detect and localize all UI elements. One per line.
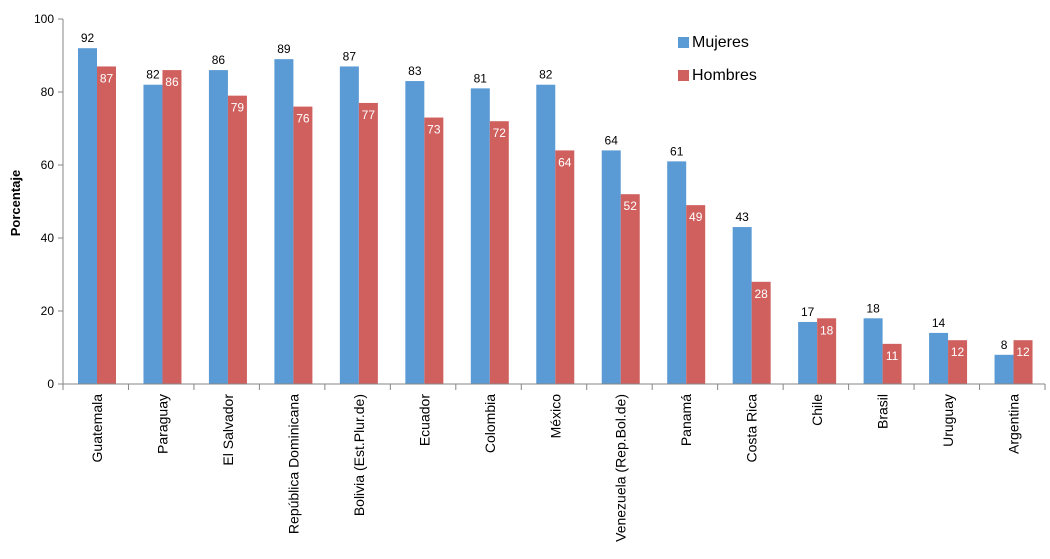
data-label-mujeres: 8 (1001, 338, 1008, 352)
data-label-mujeres: 92 (81, 31, 95, 45)
data-label-hombres: 52 (624, 199, 638, 213)
bar-mujeres (339, 66, 359, 384)
legend-label-mujeres: Mujeres (692, 34, 749, 51)
bar-mujeres (208, 70, 228, 384)
legend-label-hombres: Hombres (692, 67, 757, 84)
y-tick-label: 100 (34, 12, 54, 26)
x-tick-label: Argentina (1006, 394, 1022, 454)
bar-mujeres (929, 332, 949, 384)
data-label-mujeres: 61 (670, 144, 684, 158)
bar-hombres (424, 117, 444, 385)
bar-mujeres (863, 318, 883, 384)
x-tick-label: Costa Rica (744, 394, 760, 463)
data-label-hombres: 73 (427, 123, 441, 137)
x-tick-label: Venezuela (Rep.Bol.de) (613, 394, 629, 542)
bar-hombres (948, 340, 968, 384)
bar-hombres (358, 102, 378, 384)
data-label-hombres: 86 (165, 75, 179, 89)
bar-hombres (620, 194, 640, 384)
data-label-hombres: 18 (820, 323, 834, 337)
data-label-mujeres: 86 (212, 53, 226, 67)
y-axis-label: Porcentaje (8, 170, 23, 236)
x-tick-label: Brasil (875, 394, 891, 429)
x-tick-label: Uruguay (940, 394, 956, 447)
data-label-mujeres: 43 (735, 210, 749, 224)
y-tick-label: 20 (41, 304, 55, 318)
bar-hombres (817, 318, 837, 384)
x-tick-label: México (547, 394, 563, 439)
bar-hombres (882, 343, 902, 384)
bar-hombres (1013, 340, 1033, 384)
bar-mujeres (994, 354, 1014, 384)
y-tick-label: 60 (41, 158, 55, 172)
bar-mujeres (732, 227, 752, 384)
data-label-hombres: 76 (296, 112, 310, 126)
legend-swatch-mujeres (678, 37, 689, 48)
x-tick-label: Ecuador (416, 394, 432, 446)
bar-mujeres (601, 150, 621, 384)
data-label-hombres: 28 (754, 287, 768, 301)
y-tick-label: 40 (41, 231, 55, 245)
bar-hombres (555, 150, 575, 384)
bar-hombres (162, 70, 182, 384)
y-tick-label: 80 (41, 85, 55, 99)
data-label-mujeres: 82 (146, 68, 160, 82)
bar-mujeres (78, 48, 97, 384)
x-tick-label: Colombia (482, 394, 498, 453)
x-tick-label: Panamá (678, 394, 694, 446)
bar-hombres (686, 205, 706, 384)
data-label-hombres: 79 (231, 101, 245, 115)
data-label-mujeres: 82 (539, 68, 553, 82)
data-label-mujeres: 89 (277, 42, 291, 56)
data-label-hombres: 49 (689, 210, 703, 224)
legend: Mujeres Hombres (678, 34, 757, 84)
bar-mujeres (667, 161, 687, 384)
bar-hombres (227, 95, 247, 385)
x-tick-label: Bolivia (Est.Plur.de) (351, 394, 367, 516)
data-label-hombres: 87 (100, 71, 114, 85)
x-tick-label: República Dominicana (285, 394, 301, 534)
data-label-mujeres: 64 (605, 133, 619, 147)
bar-mujeres (798, 321, 818, 384)
bar-mujeres (405, 81, 425, 385)
data-label-mujeres: 83 (408, 64, 422, 78)
bar-hombres (489, 121, 509, 384)
bar-mujeres (470, 88, 490, 384)
data-label-hombres: 64 (558, 155, 572, 169)
bar-mujeres (536, 84, 556, 384)
data-label-mujeres: 17 (801, 305, 815, 319)
data-label-mujeres: 81 (474, 71, 488, 85)
bar-hombres (751, 281, 771, 384)
legend-swatch-hombres (678, 70, 689, 81)
data-label-hombres: 72 (493, 126, 507, 140)
x-tick-label: El Salvador (220, 394, 236, 466)
data-label-hombres: 11 (886, 349, 899, 363)
x-tick-label: Chile (809, 394, 825, 426)
data-label-mujeres: 14 (932, 316, 946, 330)
bar-hombres (293, 106, 313, 384)
data-label-hombres: 12 (951, 345, 965, 359)
data-label-mujeres: 87 (343, 49, 357, 63)
data-label-hombres: 12 (1016, 345, 1030, 359)
x-tick-label: Guatemala (89, 394, 105, 463)
bar-mujeres (274, 59, 294, 385)
bar-hombres (97, 66, 116, 384)
bar-mujeres (143, 84, 163, 384)
data-label-mujeres: 18 (866, 301, 880, 315)
x-tick-label: Paraguay (154, 394, 170, 454)
y-tick-label: 0 (47, 377, 54, 391)
data-label-hombres: 77 (362, 108, 376, 122)
